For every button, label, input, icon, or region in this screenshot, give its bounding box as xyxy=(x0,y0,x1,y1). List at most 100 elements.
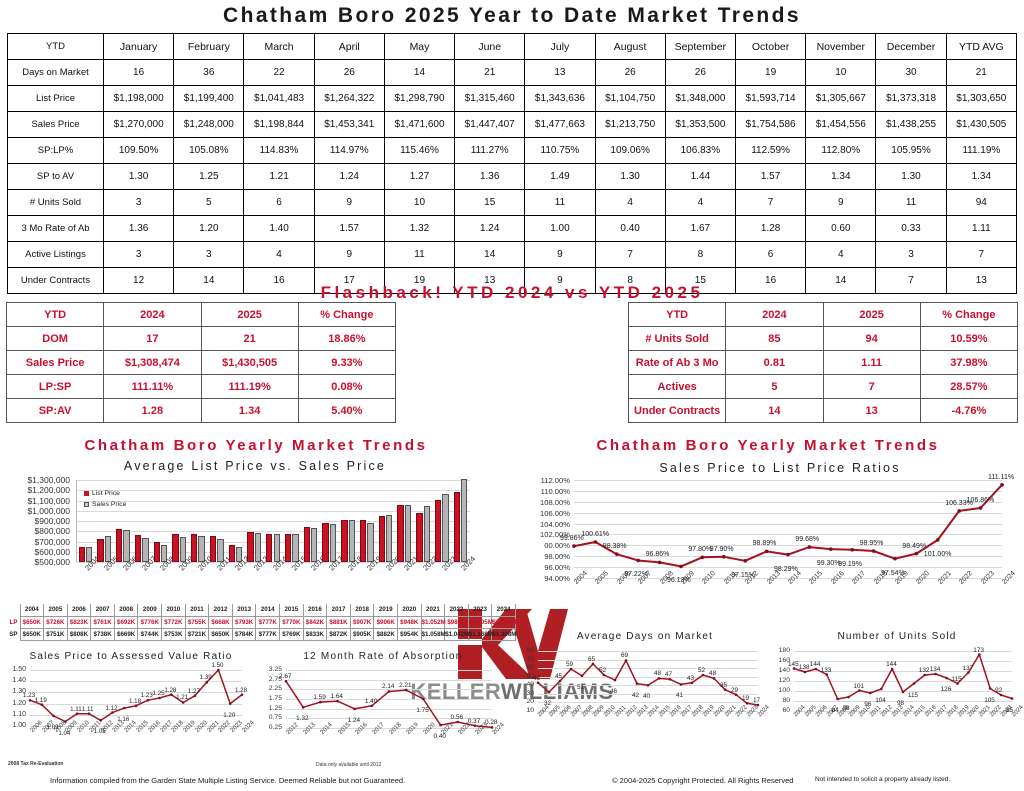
ytd-cell: $1,199,400 xyxy=(173,85,245,112)
ytd-cell: 105.95% xyxy=(875,137,947,164)
ytd-cell: 1.36 xyxy=(102,215,175,242)
lpsp-cell: $881K xyxy=(326,615,351,629)
bar-sales-price xyxy=(442,493,449,562)
y-tick-label: 1.25 xyxy=(268,704,282,712)
chart-title-dom: Average Days on Market xyxy=(576,631,714,642)
data-label: 126 xyxy=(940,686,952,693)
ytd-cell: 16 xyxy=(243,267,315,294)
ytd-col-header: November xyxy=(805,33,877,60)
y-tick-label: 30 xyxy=(526,689,534,697)
ytd-cell: 0.33 xyxy=(875,215,947,242)
data-label: 1.05 xyxy=(93,728,106,736)
ytd-cell: 1.24 xyxy=(313,163,385,190)
table-row: LP:SP 111.11% 111.19% 0.08% xyxy=(5,374,397,399)
ytd-cell: 26 xyxy=(664,59,736,86)
ytd-cell: 5 xyxy=(173,189,245,216)
bar-sales-price xyxy=(329,523,337,562)
ytd-cell: $1,305,667 xyxy=(805,85,877,112)
data-label: 52 xyxy=(599,667,607,674)
data-label: 1.50 xyxy=(211,662,224,669)
table-row: LP $650K $726K $823K $761K $692K $776K $772K $75… xyxy=(4,615,516,629)
ytd-market-table: YTD January February March April May June July A… xyxy=(7,33,1018,294)
ytd-cell: 26 xyxy=(313,59,385,86)
ytd-cell: 11 xyxy=(875,189,947,216)
ytd-col-header: September xyxy=(664,33,736,60)
data-label: 88 xyxy=(842,705,850,712)
data-label: 43 xyxy=(533,674,541,682)
data-label: 98.89% xyxy=(752,540,777,548)
data-label: 42 xyxy=(632,691,640,699)
lpsp-year-header: 2014 xyxy=(255,604,281,617)
ytd-row-label: # Units Sold xyxy=(7,189,104,216)
ytd-row-label: List Price xyxy=(7,85,104,112)
ytd-cell: 9 xyxy=(313,241,385,268)
data-label: 2.14 xyxy=(382,683,395,691)
data-label: 98.95% xyxy=(859,540,884,548)
ytd-cell: 1.20 xyxy=(173,215,245,242)
bar-list-price xyxy=(397,505,404,562)
y-tick-label: 100 xyxy=(778,687,790,694)
bar-sales-price xyxy=(254,532,262,562)
ytd-cell: 9 xyxy=(524,241,596,268)
chart-12-month-rate-of-absorption: 0.25 0.75 1.25 1.75 2.25 2.75 3.25 2012 2013 2014… xyxy=(258,664,508,746)
line-series-12-month-rate-of-absorption xyxy=(284,679,494,729)
data-label: 106.86% xyxy=(966,496,995,504)
ytd-col-header: December xyxy=(875,33,947,60)
lpsp-cell: $823K xyxy=(66,615,92,629)
bar-sales-price xyxy=(348,520,355,562)
ytd-cell: 111.19% xyxy=(945,137,1018,164)
bar-sales-price xyxy=(423,506,430,562)
y-tick-label: 1.50 xyxy=(12,666,26,673)
ytd-cell: $1,315,460 xyxy=(454,85,526,112)
ytd-col-header: YTD AVG xyxy=(945,33,1018,60)
flashback-left-cell: $1,308,474 xyxy=(103,350,202,375)
flashback-left-cell: LP:SP xyxy=(5,374,105,399)
ytd-row-label: Sales Price xyxy=(7,111,104,138)
lpsp-cell: $770K xyxy=(279,615,304,629)
lpsp-cell: $1.105M xyxy=(467,615,493,629)
bar-list-price xyxy=(228,544,235,562)
lpsp-cell: $777K xyxy=(255,615,281,629)
lpsp-cell: $1.168M xyxy=(467,627,493,641)
data-label: 0.40 xyxy=(433,733,446,741)
lpsp-year-header: 2022 xyxy=(444,604,469,617)
ytd-row-label: Under Contracts xyxy=(7,267,104,294)
bar-list-price xyxy=(434,499,442,562)
table-row: # Units Sold 85 94 10.59% xyxy=(627,326,1019,351)
ytd-cell: 4 xyxy=(664,189,736,216)
data-label: 101.00% xyxy=(923,550,952,558)
bar-sales-price xyxy=(311,527,318,562)
y-tick-label: 1.20 xyxy=(12,699,26,707)
data-label: 98.49% xyxy=(902,542,927,550)
data-label: 69 xyxy=(621,652,629,660)
data-label: 51 xyxy=(577,683,585,691)
table-row: DOM 17 21 18.86% xyxy=(5,326,397,351)
data-label: 173 xyxy=(973,646,984,654)
ytd-cell: 114.97% xyxy=(313,137,385,164)
ytd-cell: $1,198,000 xyxy=(102,85,175,112)
lpsp-year-header: 2018 xyxy=(349,604,375,617)
ytd-cell: 3 xyxy=(102,241,175,268)
data-label: 132 xyxy=(918,667,930,674)
ytd-cell: 16 xyxy=(102,59,175,86)
flashback-right-cell: Actives xyxy=(627,374,727,399)
flashback-right-cell: 0.81 xyxy=(725,350,824,375)
data-label: 97.90% xyxy=(709,545,734,553)
y-tick-label: 0.25 xyxy=(268,724,282,731)
left-section-heading: Chatham Boro Yearly Market Trends xyxy=(84,437,428,454)
chart-title-sp-to-av: Sales Price to Assessed Value Ratio xyxy=(29,651,233,662)
data-label: 1.28 xyxy=(164,686,177,694)
ytd-cell: 6 xyxy=(243,189,315,216)
ytd-cell: 1.40 xyxy=(243,215,315,242)
data-label: 99.86% xyxy=(560,535,584,543)
flashback-left-col-header: YTD xyxy=(5,302,105,327)
lpsp-cell: $761K xyxy=(90,615,115,629)
lpsp-cell: $1.052M xyxy=(420,615,446,629)
bar-list-price xyxy=(416,512,423,562)
ytd-cell: $1,593,714 xyxy=(734,85,807,112)
lpsp-year-header: 2012 xyxy=(208,604,233,617)
ytd-cell: 106.83% xyxy=(664,137,736,164)
ytd-cell: 21 xyxy=(454,59,526,86)
bar-sales-price xyxy=(104,536,112,562)
table-row: SP $650K $751K $808K $738K $669K $744K $753K $72… xyxy=(4,627,516,641)
